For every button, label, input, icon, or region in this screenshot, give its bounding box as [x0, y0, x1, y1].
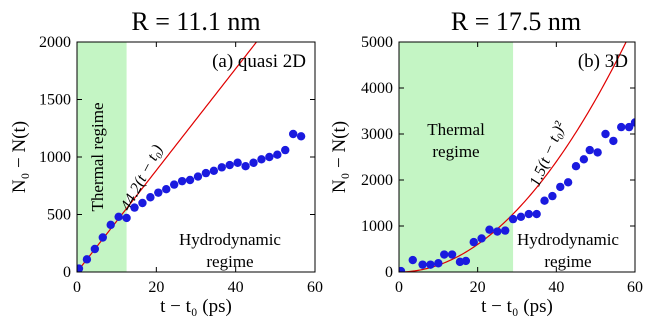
- x-tick-label: 20: [148, 279, 164, 296]
- data-point: [601, 129, 610, 139]
- data-point: [233, 158, 242, 167]
- data-point: [122, 213, 131, 223]
- data-point: [556, 182, 565, 192]
- data-point: [447, 250, 457, 259]
- data-point: [571, 162, 581, 171]
- data-point: [585, 145, 594, 155]
- data-point: [257, 155, 266, 164]
- thermal-regime-label: Thermal regime: [88, 102, 107, 211]
- data-point: [98, 233, 107, 242]
- chart-title: R = 17.5 nm: [451, 7, 581, 36]
- hydrodynamic-regime-label-line1: Hydrodynamic: [179, 230, 281, 249]
- data-point: [426, 260, 435, 269]
- data-point: [130, 203, 139, 212]
- data-point: [461, 256, 471, 266]
- data-point: [579, 155, 589, 164]
- x-axis-label: t − t₀ (ps): [481, 296, 553, 317]
- panel-b: Thermal regime 1.5(t − t₀)² 0 20 40 60 0 1000 200…: [329, 7, 643, 317]
- data-point: [217, 163, 226, 172]
- fit-curve-label: 1.5(t − t₀)²: [527, 118, 570, 189]
- data-point: [440, 250, 449, 259]
- hydrodynamic-regime-label-line1: Hydrodynamic: [517, 230, 619, 249]
- data-point: [399, 266, 406, 272]
- data-point: [193, 172, 203, 181]
- data-point: [201, 168, 211, 178]
- y-tick-label: 3000: [361, 126, 393, 143]
- data-point: [477, 234, 486, 243]
- data-point: [630, 118, 635, 127]
- data-point: [185, 175, 195, 185]
- data-point: [146, 193, 155, 202]
- data-point: [169, 180, 179, 189]
- hydrodynamic-regime-label-line2: regime: [544, 252, 591, 271]
- thermal-regime-label-line1: Thermal: [427, 120, 485, 139]
- x-tick-label: 60: [307, 279, 323, 296]
- x-tick-label: 40: [548, 279, 564, 296]
- thermal-regime-label-line2: regime: [432, 142, 479, 161]
- data-point: [209, 166, 219, 175]
- data-point: [563, 178, 573, 187]
- x-tick-label: 60: [627, 279, 643, 296]
- data-point: [624, 122, 634, 132]
- data-point: [540, 196, 549, 205]
- data-point: [532, 209, 541, 219]
- data-point: [265, 152, 274, 162]
- data-point: [225, 160, 234, 170]
- data-point: [241, 162, 250, 171]
- x-tick-label: 40: [228, 279, 244, 296]
- panel-label: (a) quasi 2D: [212, 51, 306, 72]
- data-point: [617, 122, 626, 132]
- data-point: [548, 191, 557, 201]
- data-point: [77, 264, 84, 272]
- data-point: [469, 237, 478, 247]
- panel-label: (b) 3D: [578, 51, 628, 72]
- data-point: [501, 226, 510, 235]
- data-point: [177, 176, 187, 186]
- y-tick-label: 2000: [39, 34, 71, 51]
- panel-a: Thermal regime 44.2(t − t₀)0 20 40 600500100…: [9, 7, 323, 317]
- y-tick-label: 0: [63, 264, 71, 281]
- y-axis-label: N₀ − N(t): [9, 121, 30, 193]
- y-tick-label: 500: [47, 207, 71, 224]
- data-point: [82, 255, 92, 264]
- y-tick-label: 0: [385, 264, 393, 281]
- axes-frame: [398, 41, 636, 273]
- chart-title: R = 11.1 nm: [131, 7, 260, 36]
- y-tick-label: 1000: [39, 149, 71, 166]
- y-tick-label: 1000: [361, 218, 393, 235]
- y-axis-label: N₀ − N(t): [329, 121, 350, 193]
- data-point: [524, 209, 533, 219]
- data-point: [273, 150, 282, 159]
- data-point: [508, 214, 518, 224]
- data-point: [138, 198, 147, 208]
- data-point: [593, 148, 602, 157]
- y-tick-label: 2000: [361, 172, 393, 189]
- data-point: [281, 145, 290, 155]
- data-point: [418, 260, 427, 269]
- hydrodynamic-regime-label-line2: regime: [206, 252, 253, 271]
- x-tick-label: 0: [73, 279, 81, 296]
- data-point: [114, 212, 123, 221]
- y-tick-label: 5000: [361, 34, 393, 51]
- data-point: [434, 259, 443, 268]
- data-point: [288, 129, 298, 139]
- data-point: [609, 136, 618, 146]
- y-tick-label: 4000: [361, 80, 393, 97]
- x-axis-label: t − t₀ (ps): [160, 296, 232, 317]
- fit-curve: [77, 42, 258, 272]
- y-tick-label: 1500: [39, 92, 71, 109]
- data-point: [296, 132, 306, 141]
- data-point: [162, 185, 171, 194]
- x-tick-label: 20: [470, 279, 486, 296]
- data-point: [493, 227, 502, 236]
- data-point: [106, 220, 115, 230]
- data-point: [516, 212, 526, 221]
- data-point: [249, 158, 258, 167]
- data-point: [90, 244, 100, 254]
- data-point: [408, 255, 417, 265]
- x-tick-label: 0: [395, 279, 403, 296]
- data-point: [154, 188, 163, 197]
- data-point: [485, 225, 494, 234]
